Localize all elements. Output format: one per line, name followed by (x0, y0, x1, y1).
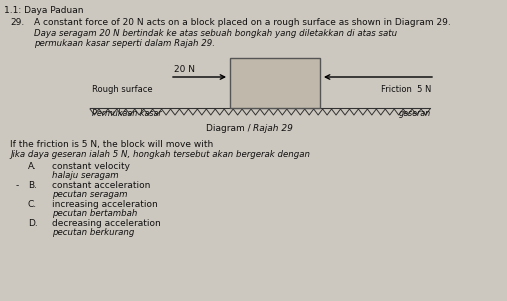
Text: Rajah 29: Rajah 29 (253, 124, 293, 133)
Text: A constant force of 20 N acts on a block placed on a rough surface as shown in D: A constant force of 20 N acts on a block… (34, 18, 451, 27)
Text: pecutan seragam: pecutan seragam (52, 190, 127, 199)
Bar (230, 58, 320, 108)
Text: 29.: 29. (10, 18, 24, 27)
Text: 20 N: 20 N (174, 65, 195, 74)
Text: Diagram /: Diagram / (205, 124, 253, 133)
Text: If the friction is 5 N, the block will move with: If the friction is 5 N, the block will m… (10, 140, 213, 149)
Text: Permukaan kasar: Permukaan kasar (92, 109, 162, 118)
Text: Rough surface: Rough surface (92, 85, 153, 94)
Text: Daya seragam 20 N bertindak ke atas sebuah bongkah yang diletakkan di atas satu: Daya seragam 20 N bertindak ke atas sebu… (34, 29, 397, 38)
Text: A.: A. (28, 162, 37, 171)
Text: B.: B. (28, 181, 37, 190)
Text: decreasing acceleration: decreasing acceleration (52, 219, 161, 228)
Text: constant velocity: constant velocity (52, 162, 130, 171)
Text: constant acceleration: constant acceleration (52, 181, 151, 190)
Text: halaju seragam: halaju seragam (52, 171, 119, 180)
Text: permukaan kasar seperti dalam Rajah 29.: permukaan kasar seperti dalam Rajah 29. (34, 39, 215, 48)
Text: Jika daya geseran ialah 5 N, hongkah tersebut akan bergerak dengan: Jika daya geseran ialah 5 N, hongkah ter… (10, 150, 310, 159)
Text: C.: C. (28, 200, 37, 209)
Text: -: - (16, 181, 19, 190)
Text: geseran: geseran (399, 109, 431, 118)
Text: increasing acceleration: increasing acceleration (52, 200, 158, 209)
Text: Friction  5 N: Friction 5 N (381, 85, 431, 94)
Text: pecutan bertambah: pecutan bertambah (52, 209, 137, 218)
Text: 1.1: Daya Paduan: 1.1: Daya Paduan (4, 6, 84, 15)
Text: pecutan berkurang: pecutan berkurang (52, 228, 134, 237)
Text: D.: D. (28, 219, 38, 228)
